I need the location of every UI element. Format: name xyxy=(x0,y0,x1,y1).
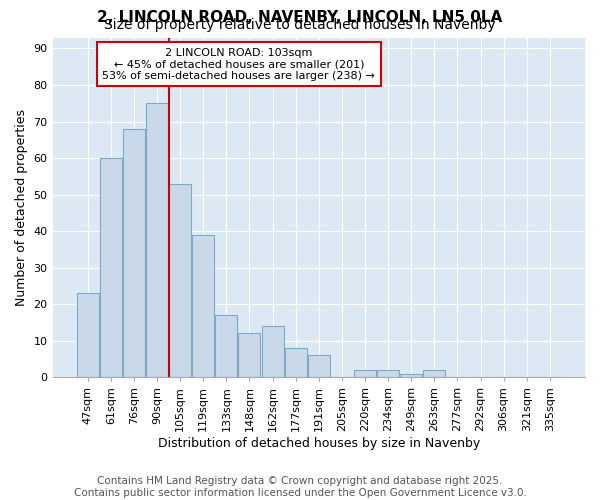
X-axis label: Distribution of detached houses by size in Navenby: Distribution of detached houses by size … xyxy=(158,437,480,450)
Bar xyxy=(308,356,330,378)
Bar xyxy=(100,158,122,378)
Text: 2, LINCOLN ROAD, NAVENBY, LINCOLN, LN5 0LA: 2, LINCOLN ROAD, NAVENBY, LINCOLN, LN5 0… xyxy=(97,10,503,25)
Bar xyxy=(169,184,191,378)
Bar xyxy=(77,294,98,378)
Text: 2 LINCOLN ROAD: 103sqm
← 45% of detached houses are smaller (201)
53% of semi-de: 2 LINCOLN ROAD: 103sqm ← 45% of detached… xyxy=(103,48,376,81)
Bar xyxy=(400,374,422,378)
Bar xyxy=(123,129,145,378)
Bar xyxy=(238,334,260,378)
Bar xyxy=(192,235,214,378)
Text: Contains HM Land Registry data © Crown copyright and database right 2025.
Contai: Contains HM Land Registry data © Crown c… xyxy=(74,476,526,498)
Bar xyxy=(354,370,376,378)
Bar xyxy=(146,104,168,378)
Text: Size of property relative to detached houses in Navenby: Size of property relative to detached ho… xyxy=(104,18,496,32)
Bar xyxy=(424,370,445,378)
Y-axis label: Number of detached properties: Number of detached properties xyxy=(15,109,28,306)
Bar xyxy=(262,326,284,378)
Bar xyxy=(215,315,238,378)
Bar xyxy=(284,348,307,378)
Bar xyxy=(377,370,399,378)
